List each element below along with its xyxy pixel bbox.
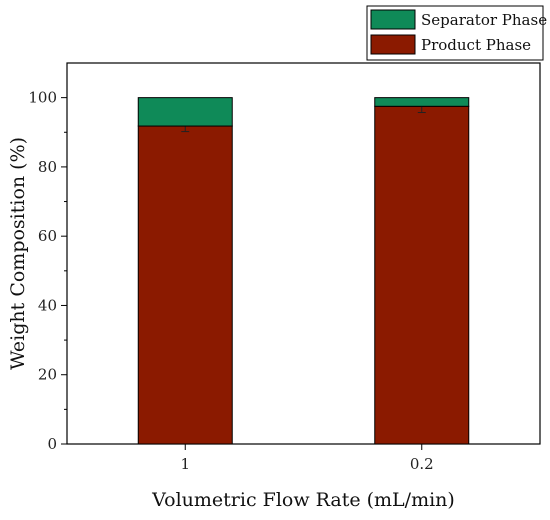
bar-product-phase [137,125,233,445]
legend-swatch [370,34,416,55]
legend-swatch [370,9,416,30]
y-axis-title: Weight Composition (%) [7,137,29,370]
y-tick-label: 0 [47,435,57,453]
y-tick-label: 100 [28,89,57,107]
bar-product-phase [374,105,470,445]
bar-separator-phase [137,97,233,127]
x-tick-label: 1 [180,455,190,473]
y-tick-label: 80 [38,158,57,176]
legend-label: Product Phase [421,36,531,54]
plot-area: 0 20 40 60 80 100 1 0.2 [28,62,541,473]
bar-separator-phase [374,97,470,107]
y-tick-label: 40 [38,296,57,314]
y-tick-label: 60 [38,227,57,245]
x-axis-title: Volumetric Flow Rate (mL/min) [151,489,455,511]
legend-label: Separator Phase [421,11,547,29]
plot-frame [66,62,541,445]
x-tick-label: 0.2 [410,455,434,473]
legend: Separator Phase Product Phase [366,5,547,61]
y-tick-label: 20 [38,366,57,384]
